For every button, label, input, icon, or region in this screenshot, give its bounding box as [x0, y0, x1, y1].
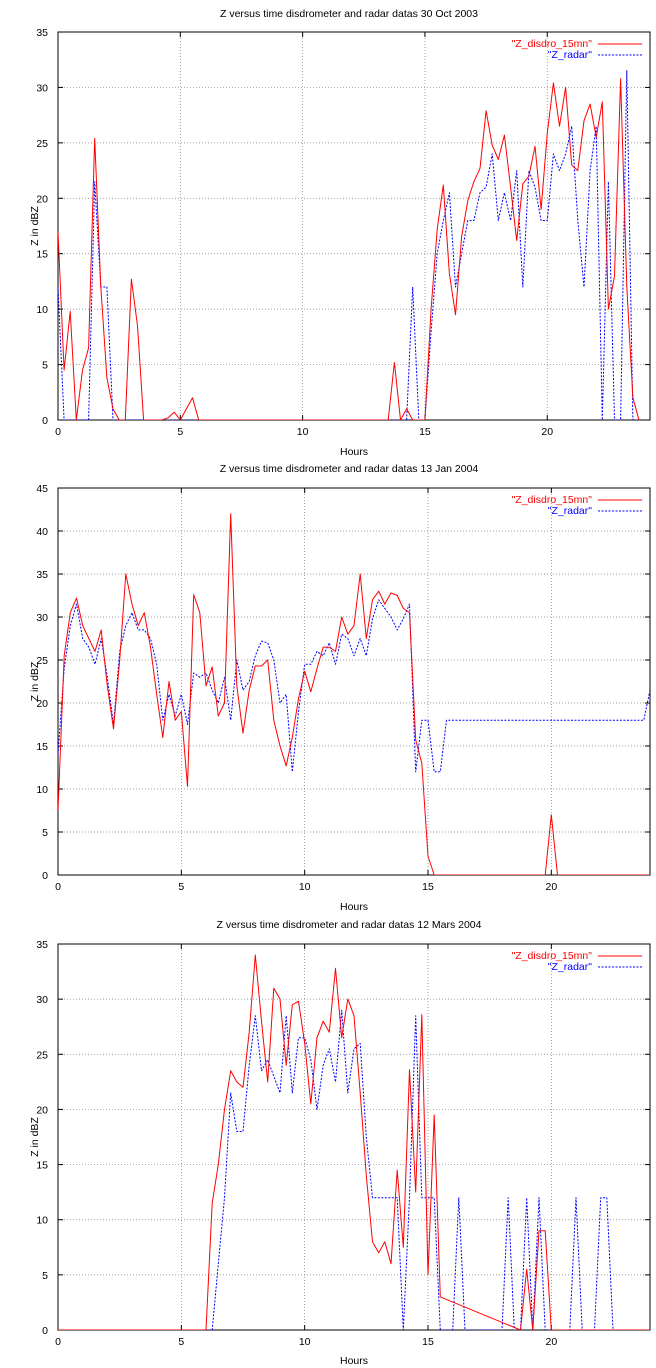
legend-label: "Z_disdro_15mn"	[512, 38, 593, 50]
y-tick-label: 20	[36, 193, 48, 205]
x-tick-label: 15	[422, 881, 434, 893]
y-tick-label: 10	[36, 1215, 48, 1227]
x-tick-label: 0	[55, 1336, 61, 1348]
series-line-z-disdro	[58, 954, 650, 1330]
y-tick-label: 35	[36, 27, 48, 39]
plot-frame	[57, 31, 651, 421]
x-tick-label: 20	[541, 426, 553, 438]
y-axis-label: Z in dBZ	[29, 206, 41, 246]
y-tick-label: 5	[42, 1270, 48, 1282]
series-line-z-radar	[58, 599, 650, 773]
y-tick-label: 15	[36, 741, 48, 753]
y-tick-label: 15	[36, 1160, 48, 1172]
chart-title: Z versus time disdrometer and radar data…	[220, 8, 478, 20]
series-line-z-radar	[58, 70, 639, 420]
y-tick-label: 0	[42, 415, 48, 427]
x-axis-label: Hours	[340, 901, 368, 913]
legend-label: "Z_radar"	[548, 49, 592, 61]
y-tick-label: 20	[36, 698, 48, 710]
series-line-z-disdro	[58, 513, 650, 875]
x-tick-label: 10	[297, 426, 309, 438]
chart-title: Z versus time disdrometer and radar data…	[220, 463, 479, 475]
y-tick-label: 25	[36, 138, 48, 150]
x-axis-label: Hours	[340, 1355, 368, 1367]
legend-label: "Z_disdro_15mn"	[512, 494, 593, 506]
y-tick-label: 30	[36, 82, 48, 94]
x-tick-label: 15	[422, 1336, 434, 1348]
y-tick-label: 30	[36, 994, 48, 1006]
x-tick-label: 20	[545, 1336, 557, 1348]
y-tick-label: 25	[36, 655, 48, 667]
y-tick-label: 10	[36, 784, 48, 796]
y-tick-label: 35	[36, 569, 48, 581]
legend-label: "Z_disdro_15mn"	[512, 950, 593, 962]
x-tick-label: 15	[419, 426, 431, 438]
chart-panel-1: Z versus time disdrometer and radar data…	[29, 8, 651, 458]
x-tick-label: 10	[299, 881, 311, 893]
legend-label: "Z_radar"	[548, 505, 592, 517]
x-tick-label: 5	[177, 426, 183, 438]
y-tick-label: 30	[36, 612, 48, 624]
x-tick-label: 5	[178, 1336, 184, 1348]
y-tick-label: 20	[36, 1104, 48, 1116]
x-tick-label: 20	[545, 881, 557, 893]
y-tick-label: 45	[36, 483, 48, 495]
y-tick-label: 15	[36, 249, 48, 261]
y-axis-label: Z in dBZ	[29, 1117, 41, 1157]
legend-label: "Z_radar"	[548, 961, 592, 973]
series-line-z-disdro	[58, 78, 640, 420]
chart-panel-2: Z versus time disdrometer and radar data…	[29, 463, 651, 913]
x-tick-label: 0	[55, 426, 61, 438]
plot-frame	[57, 943, 651, 1331]
y-tick-label: 5	[42, 827, 48, 839]
series-line-z-radar	[58, 1009, 650, 1330]
x-tick-label: 5	[178, 881, 184, 893]
chart-panel-3: Z versus time disdrometer and radar data…	[29, 919, 651, 1367]
plot-frame	[57, 487, 651, 876]
y-tick-label: 40	[36, 526, 48, 538]
y-axis-label: Z in dBZ	[29, 661, 41, 701]
y-tick-label: 35	[36, 939, 48, 951]
y-tick-label: 10	[36, 304, 48, 316]
y-tick-label: 25	[36, 1049, 48, 1061]
y-tick-label: 0	[42, 870, 48, 882]
y-tick-label: 5	[42, 360, 48, 372]
x-tick-label: 0	[55, 881, 61, 893]
x-axis-label: Hours	[340, 446, 368, 458]
chart-title: Z versus time disdrometer and radar data…	[217, 919, 482, 931]
y-tick-label: 0	[42, 1325, 48, 1337]
x-tick-label: 10	[299, 1336, 311, 1348]
